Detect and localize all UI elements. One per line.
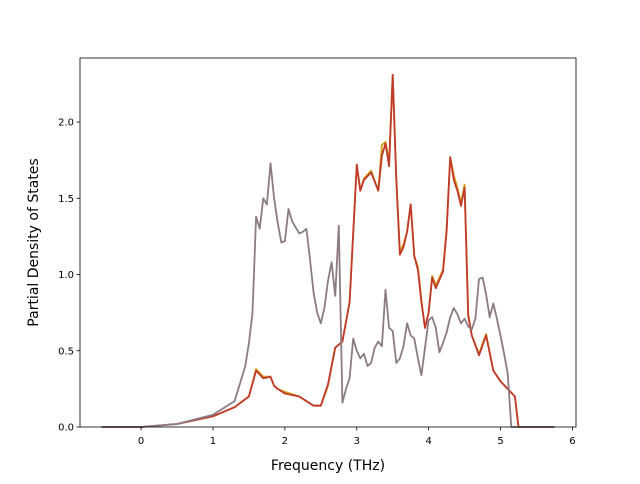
x-tick-label: 2 bbox=[282, 436, 288, 447]
x-tick-label: 1 bbox=[210, 436, 216, 447]
plot-frame bbox=[79, 57, 577, 428]
x-axis-title: Frequency (THz) bbox=[271, 458, 385, 474]
series-line-2 bbox=[101, 73, 555, 428]
x-tick-label: 0 bbox=[138, 436, 144, 447]
x-tick-label: 4 bbox=[425, 436, 431, 447]
series-line-1 bbox=[101, 73, 555, 428]
series-line-3 bbox=[101, 162, 555, 428]
x-tick-label: 3 bbox=[354, 436, 360, 447]
y-tick-label: 1.0 bbox=[58, 270, 74, 281]
y-tick-label: 2.0 bbox=[58, 118, 74, 129]
y-axis-title: Partial Density of States bbox=[26, 158, 42, 326]
y-tick-label: 1.5 bbox=[58, 194, 74, 205]
y-tick-label: 0.5 bbox=[58, 346, 74, 357]
series-lines bbox=[101, 73, 555, 428]
x-tick-label: 5 bbox=[497, 436, 503, 447]
y-tick-label: 0.0 bbox=[58, 423, 74, 434]
y-axis-ticks: 0.0 0.5 1.0 1.5 2.0 bbox=[58, 118, 80, 434]
x-axis-ticks: 0 1 2 3 4 5 6 bbox=[138, 427, 576, 447]
x-tick-label: 6 bbox=[569, 436, 575, 447]
